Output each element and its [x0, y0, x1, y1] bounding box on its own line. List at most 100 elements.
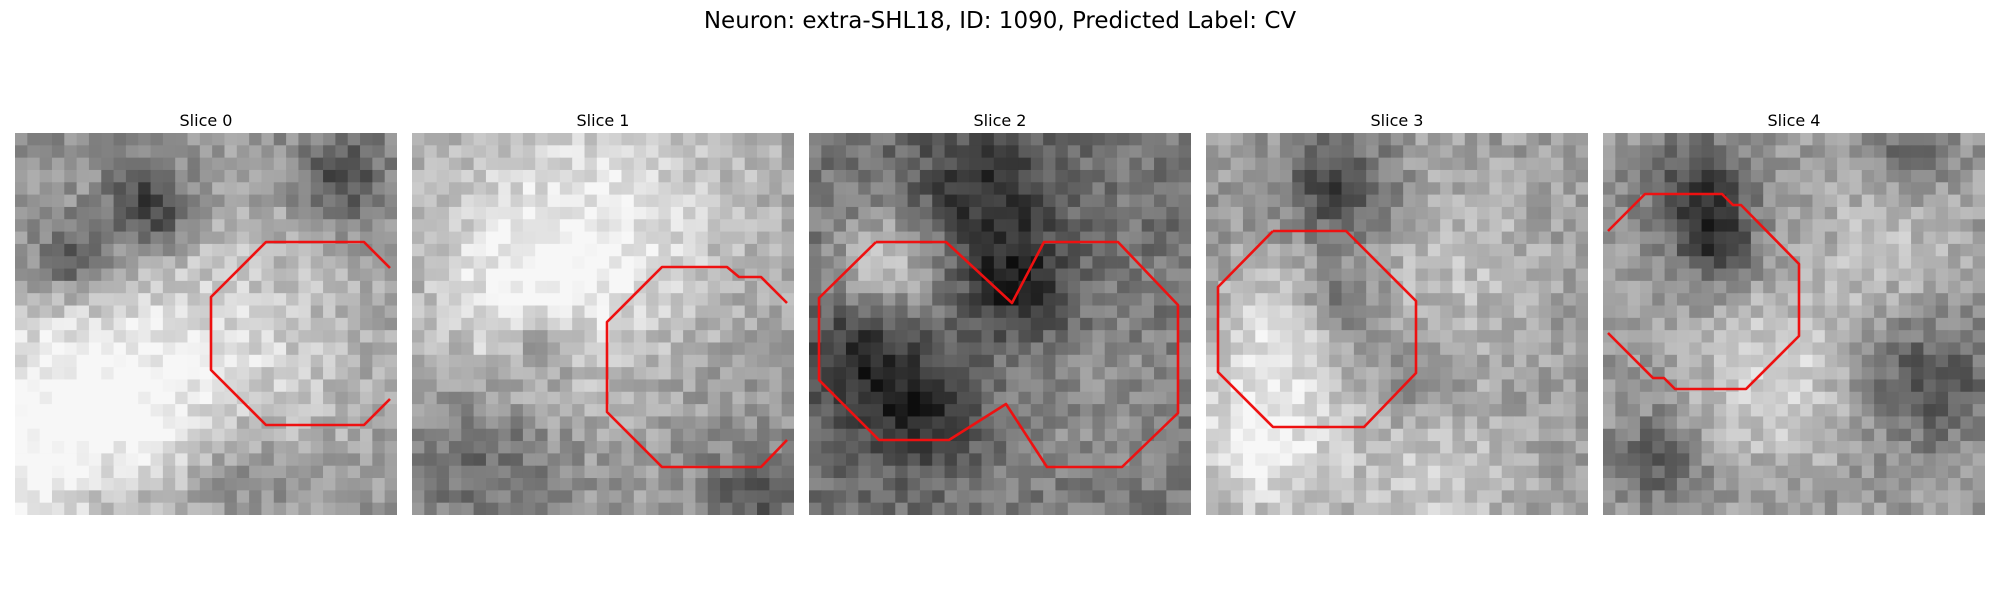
pixel [1824, 391, 1838, 405]
pixel [1427, 441, 1441, 454]
pixel [993, 231, 1007, 245]
pixel [621, 342, 635, 356]
pixel [683, 441, 696, 454]
pixel [1812, 453, 1826, 467]
pixel [286, 367, 299, 380]
pixel [1861, 391, 1875, 405]
pixel [572, 354, 585, 368]
pixel [236, 478, 250, 491]
pixel [1738, 391, 1752, 405]
pixel [1178, 145, 1191, 159]
pixel [621, 182, 635, 196]
pixel [993, 354, 1007, 368]
pixel [833, 453, 847, 467]
pixel [125, 169, 139, 183]
pixel [323, 428, 336, 442]
pixel [1837, 182, 1850, 196]
pixel [1563, 169, 1577, 183]
pixel [1129, 391, 1143, 405]
pixel [1713, 133, 1727, 146]
pixel [1141, 169, 1155, 183]
pixel [1800, 416, 1813, 430]
pixel [1787, 453, 1801, 467]
pixel [658, 157, 672, 171]
pixel [310, 133, 324, 146]
pixel [584, 453, 598, 467]
pixel [1129, 133, 1143, 146]
pixel [1279, 478, 1293, 491]
pixel [51, 342, 65, 356]
pixel [1664, 293, 1678, 306]
pixel [424, 268, 438, 282]
pixel [412, 182, 425, 196]
pixel [1292, 305, 1305, 319]
pixel [1255, 145, 1269, 159]
pixel [858, 206, 872, 220]
pixel [424, 169, 438, 183]
pixel [88, 502, 102, 515]
pixel [1750, 441, 1764, 454]
pixel [1390, 502, 1404, 515]
pixel [1366, 206, 1379, 220]
pixel [969, 404, 982, 417]
pixel [1304, 268, 1318, 282]
pixel [162, 133, 176, 146]
pixel [113, 157, 127, 171]
pixel [1292, 354, 1305, 368]
pixel [1390, 342, 1404, 356]
pixel [1242, 453, 1256, 467]
pixel [535, 416, 548, 430]
pixel [1911, 317, 1924, 331]
pixel [39, 317, 53, 331]
pixel [76, 256, 90, 269]
pixel [969, 305, 982, 319]
pixel [1551, 243, 1564, 257]
pixel [1664, 330, 1678, 343]
pixel [633, 428, 647, 442]
pixel [1378, 243, 1392, 257]
pixel [981, 367, 995, 380]
pixel [236, 453, 250, 467]
pixel [1166, 305, 1180, 319]
pixel [1861, 465, 1875, 479]
pixel [360, 465, 373, 479]
slice-panel-0: Slice 0 [15, 110, 397, 515]
pixel [510, 231, 524, 245]
pixel [769, 280, 783, 294]
pixel [522, 268, 536, 282]
pixel [1043, 219, 1056, 232]
pixel [236, 133, 250, 146]
pixel [858, 243, 872, 257]
pixel [1615, 219, 1629, 232]
pixel [1514, 133, 1527, 146]
pixel [981, 194, 995, 208]
pixel [757, 404, 770, 417]
pixel [1800, 441, 1813, 454]
pixel [88, 268, 102, 282]
pixel [744, 478, 758, 491]
pixel [1104, 428, 1118, 442]
pixel [113, 133, 127, 146]
pixel [1738, 157, 1752, 171]
pixel [1627, 169, 1641, 183]
pixel [720, 194, 733, 208]
pixel [138, 280, 151, 294]
pixel [732, 305, 746, 319]
pixel [1676, 182, 1690, 196]
pixel [1763, 157, 1776, 171]
pixel [584, 157, 598, 171]
pixel [572, 293, 585, 306]
pixel [858, 268, 872, 282]
pixel [1563, 145, 1577, 159]
pixel [720, 280, 733, 294]
pixel [559, 428, 573, 442]
pixel [1464, 182, 1478, 196]
pixel [646, 453, 659, 467]
pixel [412, 305, 425, 319]
pixel [809, 391, 822, 405]
pixel [1514, 293, 1527, 306]
pixel [646, 293, 659, 306]
pixel [224, 379, 238, 393]
pixel [1316, 490, 1330, 504]
pixel [695, 367, 709, 380]
